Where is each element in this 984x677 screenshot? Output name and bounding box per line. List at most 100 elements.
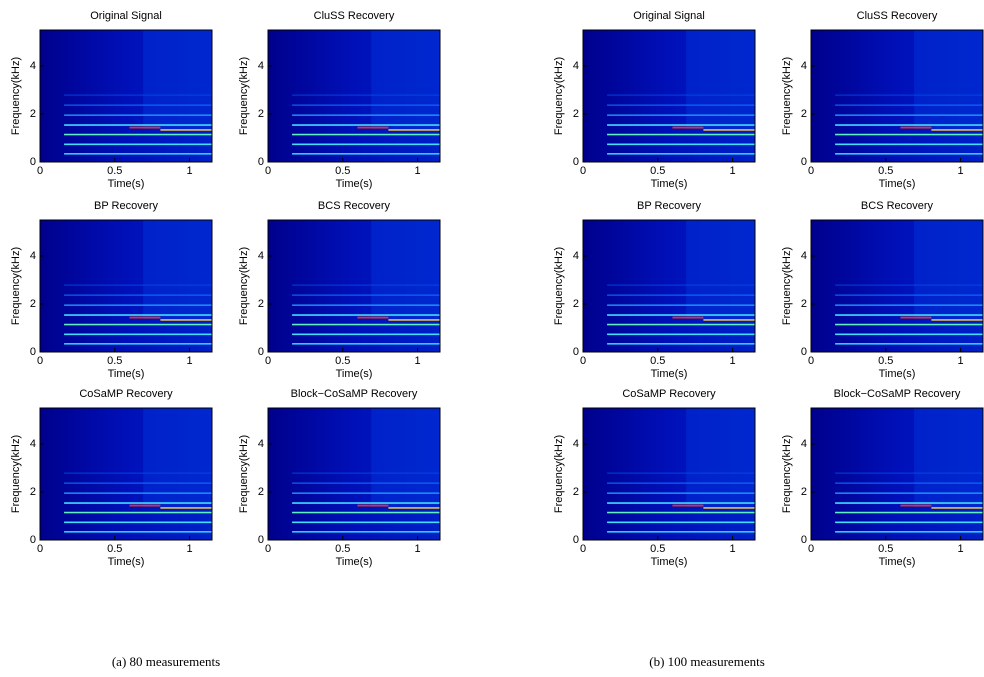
x-tick-label: 0 <box>265 355 271 367</box>
x-tick-label: 1 <box>415 165 421 177</box>
x-tick-label: 0.5 <box>650 355 665 367</box>
panel-title: Original Signal <box>633 10 705 22</box>
axes-frame <box>267 407 441 541</box>
x-axis-label: Time(s) <box>108 178 145 190</box>
spectrogram <box>811 220 983 352</box>
axes-frame <box>39 219 213 353</box>
y-axis-label: Frequency(kHz) <box>553 247 565 325</box>
x-tick-label: 0.5 <box>107 165 122 177</box>
y-tick-label: 2 <box>30 298 36 310</box>
x-axis-label: Time(s) <box>651 368 688 380</box>
caption: (b) 100 measurements <box>649 654 765 669</box>
y-axis-label: Frequency(kHz) <box>10 435 22 513</box>
y-tick-label: 2 <box>258 108 264 120</box>
x-tick-label: 0 <box>808 355 814 367</box>
y-tick-label: 4 <box>573 60 579 72</box>
x-tick-label: 1 <box>730 165 736 177</box>
x-axis-label: Time(s) <box>651 556 688 568</box>
axes-frame <box>582 407 756 541</box>
spectrogram <box>40 30 212 162</box>
y-tick-label: 2 <box>573 108 579 120</box>
x-tick-label: 0.5 <box>650 543 665 555</box>
y-axis-label: Frequency(kHz) <box>238 57 250 135</box>
y-tick-label: 4 <box>30 438 36 450</box>
y-axis-label: Frequency(kHz) <box>553 57 565 135</box>
x-tick-label: 1 <box>730 543 736 555</box>
y-tick-label: 4 <box>30 60 36 72</box>
x-tick-label: 1 <box>187 355 193 367</box>
x-tick-label: 0.5 <box>650 165 665 177</box>
x-tick-label: 0 <box>37 355 43 367</box>
x-tick-label: 1 <box>415 355 421 367</box>
y-tick-label: 0 <box>258 534 264 546</box>
y-tick-label: 2 <box>30 108 36 120</box>
x-axis-label: Time(s) <box>879 178 916 190</box>
y-axis-label: Frequency(kHz) <box>553 435 565 513</box>
y-tick-label: 0 <box>258 346 264 358</box>
panel-title: BCS Recovery <box>861 200 934 212</box>
panel-title: Block−CoSaMP Recovery <box>291 388 418 400</box>
y-axis-label: Frequency(kHz) <box>781 57 793 135</box>
x-axis-label: Time(s) <box>879 368 916 380</box>
axes-frame <box>810 407 984 541</box>
spectrogram <box>40 408 212 540</box>
panel-title: CluSS Recovery <box>857 10 938 22</box>
y-tick-label: 0 <box>258 156 264 168</box>
y-tick-label: 4 <box>801 438 807 450</box>
x-tick-label: 1 <box>958 165 964 177</box>
y-tick-label: 2 <box>801 108 807 120</box>
x-axis-label: Time(s) <box>108 556 145 568</box>
x-tick-label: 0 <box>265 543 271 555</box>
x-tick-label: 0.5 <box>107 543 122 555</box>
x-tick-label: 1 <box>187 165 193 177</box>
y-axis-label: Frequency(kHz) <box>781 435 793 513</box>
spectrogram <box>583 220 755 352</box>
y-tick-label: 4 <box>801 60 807 72</box>
y-tick-label: 4 <box>573 438 579 450</box>
x-tick-label: 0 <box>580 355 586 367</box>
x-tick-label: 0 <box>580 165 586 177</box>
axes-frame <box>39 407 213 541</box>
x-tick-label: 0 <box>265 165 271 177</box>
y-tick-label: 4 <box>258 438 264 450</box>
panel-title: BP Recovery <box>637 200 701 212</box>
panel-title: CoSaMP Recovery <box>79 388 173 400</box>
axes-frame <box>810 219 984 353</box>
x-tick-label: 0.5 <box>335 165 350 177</box>
panel-title: CoSaMP Recovery <box>622 388 716 400</box>
spectrogram <box>268 220 440 352</box>
y-tick-label: 0 <box>801 534 807 546</box>
x-axis-label: Time(s) <box>108 368 145 380</box>
y-tick-label: 0 <box>573 534 579 546</box>
x-tick-label: 1 <box>958 355 964 367</box>
x-tick-label: 0 <box>808 165 814 177</box>
spectrogram <box>811 408 983 540</box>
x-axis-label: Time(s) <box>879 556 916 568</box>
y-tick-label: 0 <box>573 346 579 358</box>
y-tick-label: 2 <box>30 486 36 498</box>
x-tick-label: 1 <box>730 355 736 367</box>
y-tick-label: 0 <box>573 156 579 168</box>
y-tick-label: 4 <box>30 250 36 262</box>
y-tick-label: 0 <box>801 156 807 168</box>
x-tick-label: 1 <box>958 543 964 555</box>
x-tick-label: 0 <box>808 543 814 555</box>
y-tick-label: 4 <box>573 250 579 262</box>
spectrogram <box>268 408 440 540</box>
x-tick-label: 0.5 <box>335 355 350 367</box>
x-tick-label: 1 <box>415 543 421 555</box>
caption: (a) 80 measurements <box>112 654 220 669</box>
x-tick-label: 0 <box>580 543 586 555</box>
y-tick-label: 4 <box>258 250 264 262</box>
y-tick-label: 2 <box>258 298 264 310</box>
axes-frame <box>39 29 213 163</box>
spectrogram <box>583 408 755 540</box>
y-tick-label: 0 <box>30 534 36 546</box>
panel-title: Block−CoSaMP Recovery <box>834 388 961 400</box>
panel-title: Original Signal <box>90 10 162 22</box>
y-axis-label: Frequency(kHz) <box>10 247 22 325</box>
axes-frame <box>582 29 756 163</box>
spectrogram <box>583 30 755 162</box>
x-tick-label: 0.5 <box>878 355 893 367</box>
